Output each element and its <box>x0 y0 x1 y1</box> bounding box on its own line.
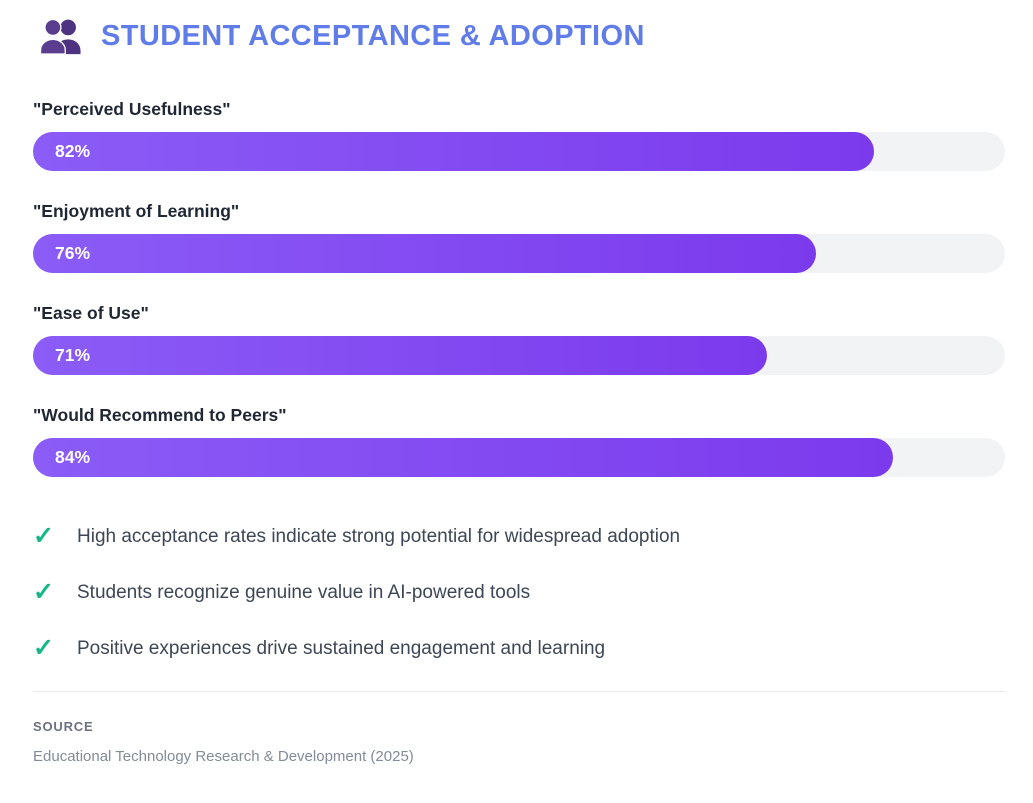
bar-fill: 84% <box>33 438 894 477</box>
bar-row-ease-of-use: "Ease of Use" 71% <box>33 302 1005 375</box>
insights-list: ✓ High acceptance rates indicate strong … <box>33 523 1005 662</box>
bar-label: "Enjoyment of Learning" <box>33 201 240 221</box>
bar-label: "Would Recommend to Peers" <box>33 405 287 425</box>
infographic-card: STUDENT ACCEPTANCE & ADOPTION "Perceived… <box>33 14 1005 765</box>
people-icon <box>38 16 84 56</box>
bar-track: 82% <box>33 132 1005 171</box>
check-icon: ✓ <box>33 522 54 550</box>
bar-chart: "Perceived Usefulness" 82% "Enjoyment of… <box>33 98 1005 477</box>
source-text: Educational Technology Research & Develo… <box>33 748 414 765</box>
bar-value: 76% <box>55 243 91 263</box>
check-icon: ✓ <box>33 578 54 606</box>
bar-track: 84% <box>33 438 1005 477</box>
insight-text: High acceptance rates indicate strong po… <box>77 526 681 547</box>
bar-row-enjoyment-of-learning: "Enjoyment of Learning" 76% <box>33 200 1005 273</box>
bar-value: 84% <box>55 447 91 467</box>
bar-fill: 76% <box>33 234 816 273</box>
header: STUDENT ACCEPTANCE & ADOPTION <box>33 14 1005 58</box>
divider <box>33 691 1005 692</box>
source-label: SOURCE <box>33 719 94 734</box>
bar-fill: 71% <box>33 336 768 375</box>
insight-text: Positive experiences drive sustained eng… <box>77 638 606 659</box>
list-item: ✓ Positive experiences drive sustained e… <box>33 635 1005 662</box>
bar-label: "Perceived Usefulness" <box>33 99 231 119</box>
bar-row-perceived-usefulness: "Perceived Usefulness" 82% <box>33 98 1005 171</box>
bar-fill: 82% <box>33 132 875 171</box>
page-title: STUDENT ACCEPTANCE & ADOPTION <box>101 19 645 52</box>
list-item: ✓ Students recognize genuine value in AI… <box>33 579 1005 606</box>
bar-row-would-recommend: "Would Recommend to Peers" 84% <box>33 404 1005 477</box>
bar-label: "Ease of Use" <box>33 303 149 323</box>
list-item: ✓ High acceptance rates indicate strong … <box>33 523 1005 550</box>
bar-track: 76% <box>33 234 1005 273</box>
bar-track: 71% <box>33 336 1005 375</box>
insight-text: Students recognize genuine value in AI-p… <box>77 582 531 603</box>
check-icon: ✓ <box>33 634 54 662</box>
bar-value: 82% <box>55 141 91 161</box>
bar-value: 71% <box>55 345 91 365</box>
